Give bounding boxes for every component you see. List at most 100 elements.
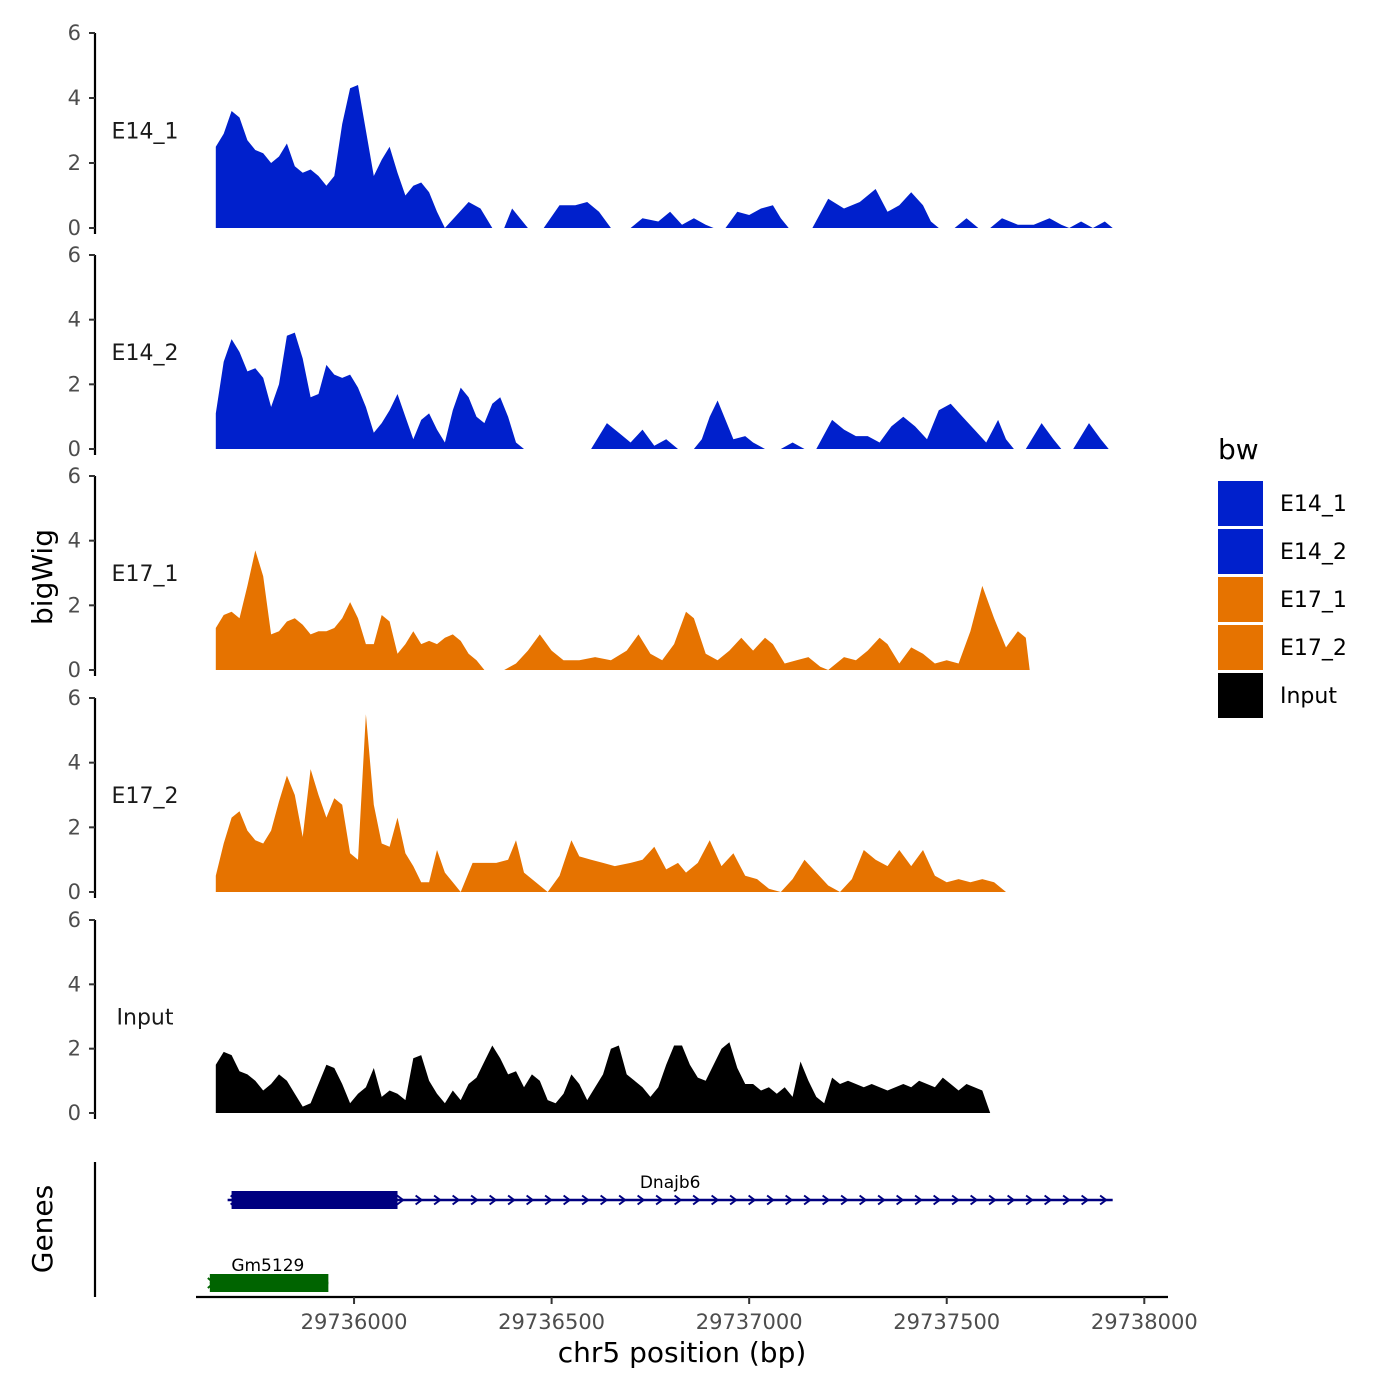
strand-arrow xyxy=(563,1194,572,1206)
gene-label: Dnajb6 xyxy=(640,1173,701,1193)
strand-arrow xyxy=(452,1194,461,1206)
strand-arrow xyxy=(489,1194,498,1206)
strand-arrow xyxy=(785,1194,794,1206)
y-tick-label: 6 xyxy=(68,464,81,488)
coverage-area-E17_2 xyxy=(215,714,1007,892)
x-tick-label: 29736500 xyxy=(498,1310,605,1334)
legend-swatch-E17_2 xyxy=(1218,625,1263,670)
strand-arrow xyxy=(988,1194,997,1206)
strand-arrow xyxy=(674,1194,683,1206)
coverage-area-E14_1 xyxy=(215,85,1113,228)
strand-arrow xyxy=(766,1194,775,1206)
strand-arrow xyxy=(859,1194,868,1206)
y-tick-label: 4 xyxy=(68,529,81,553)
strand-arrow xyxy=(692,1194,701,1206)
strand-arrow xyxy=(914,1194,923,1206)
track-panels: 0 2 4 6 E14_1 0 2 4 6 E14_2 0 2 4 6 E17_1 0 2 4 6 E17_2 0 2 4 6… xyxy=(68,21,1113,1125)
strand-arrow xyxy=(1081,1194,1090,1206)
y-tick-label: 6 xyxy=(68,686,81,710)
legend-swatch-E14_2 xyxy=(1218,529,1263,574)
genes-axis-title: Genes xyxy=(26,1185,59,1273)
track-label: E14_2 xyxy=(112,341,179,366)
strand-arrow xyxy=(1044,1194,1053,1206)
y-tick-label: 0 xyxy=(68,216,81,240)
y-tick-label: 0 xyxy=(68,658,81,682)
strand-arrow xyxy=(711,1194,720,1206)
y-tick-label: 4 xyxy=(68,972,81,996)
legend-label: E14_1 xyxy=(1280,492,1347,517)
x-axis-title: chr5 position (bp) xyxy=(558,1336,807,1369)
track-label: E14_1 xyxy=(112,120,179,145)
legend-swatch-E17_1 xyxy=(1218,577,1263,622)
y-tick-label: 2 xyxy=(68,1037,81,1061)
strand-arrow xyxy=(507,1194,516,1206)
strand-arrow xyxy=(618,1194,627,1206)
strand-arrow xyxy=(1025,1194,1034,1206)
track-E17_1: 0 2 4 6 E17_1 xyxy=(68,464,1030,682)
legend: bw E14_1 E14_2 E17_1 E17_2 Input xyxy=(1218,433,1347,718)
y-tick-label: 0 xyxy=(68,1101,81,1125)
gene-Gm5129: Gm5129 xyxy=(207,1256,329,1292)
gene-exon xyxy=(231,1191,398,1209)
strand-arrow xyxy=(637,1194,646,1206)
track-label: E17_2 xyxy=(112,784,179,809)
y-tick-label: 0 xyxy=(68,437,81,461)
track-Input: 0 2 4 6 Input xyxy=(68,908,991,1125)
y-tick-label: 2 xyxy=(68,593,81,617)
track-E17_2: 0 2 4 6 E17_2 xyxy=(68,686,1007,904)
x-tick-label: 29736000 xyxy=(301,1310,408,1334)
y-tick-label: 0 xyxy=(68,880,81,904)
y-tick-label: 4 xyxy=(68,86,81,110)
gene-exon xyxy=(209,1274,329,1292)
genes-panel: Dnajb6 Gm5129 xyxy=(93,1162,1113,1297)
legend-label: E14_2 xyxy=(1280,540,1347,565)
y-tick-label: 6 xyxy=(68,908,81,932)
strand-arrow xyxy=(877,1194,886,1206)
legend-swatch-Input xyxy=(1218,673,1263,718)
gene-label: Gm5129 xyxy=(231,1256,304,1276)
gene-Dnajb6: Dnajb6 xyxy=(227,1173,1113,1209)
y-tick-label: 2 xyxy=(68,815,81,839)
legend-label: E17_2 xyxy=(1280,636,1347,661)
strand-arrow xyxy=(1062,1194,1071,1206)
legend-swatch-E14_1 xyxy=(1218,481,1263,526)
coverage-area-E14_2 xyxy=(215,332,1109,449)
track-label: E17_1 xyxy=(112,562,179,587)
x-tick-label: 29738000 xyxy=(1091,1310,1198,1334)
track-E14_1: 0 2 4 6 E14_1 xyxy=(68,21,1113,240)
strand-arrow xyxy=(729,1194,738,1206)
legend-title: bw xyxy=(1218,433,1259,466)
y-tick-label: 6 xyxy=(68,21,81,45)
legend-label: E17_1 xyxy=(1280,588,1347,613)
strand-arrow xyxy=(951,1194,960,1206)
track-label: Input xyxy=(117,1006,174,1031)
strand-arrow xyxy=(470,1194,479,1206)
legend-label: Input xyxy=(1280,684,1337,709)
coverage-area-E17_1 xyxy=(215,550,1030,670)
strand-arrow xyxy=(526,1194,535,1206)
coverage-area-Input xyxy=(215,1042,991,1113)
track-E14_2: 0 2 4 6 E14_2 xyxy=(68,243,1109,461)
x-axis: 29736000 29736500 29737000 29737500 29738000 xyxy=(196,1295,1198,1334)
y-axis-title: bigWig xyxy=(26,529,59,625)
strand-arrow xyxy=(803,1194,812,1206)
strand-arrow xyxy=(396,1194,405,1206)
strand-arrow xyxy=(655,1194,664,1206)
strand-arrow xyxy=(896,1194,905,1206)
strand-arrow xyxy=(933,1194,942,1206)
strand-arrow xyxy=(1099,1194,1108,1206)
strand-arrow xyxy=(840,1194,849,1206)
y-tick-label: 4 xyxy=(68,308,81,332)
strand-arrow xyxy=(581,1194,590,1206)
y-tick-label: 2 xyxy=(68,151,81,175)
y-tick-label: 4 xyxy=(68,751,81,775)
y-tick-label: 6 xyxy=(68,243,81,267)
strand-arrow xyxy=(600,1194,609,1206)
strand-arrow xyxy=(970,1194,979,1206)
y-tick-label: 2 xyxy=(68,372,81,396)
strand-arrow xyxy=(433,1194,442,1206)
strand-arrow xyxy=(415,1194,424,1206)
x-tick-label: 29737500 xyxy=(893,1310,1000,1334)
strand-arrow xyxy=(544,1194,553,1206)
